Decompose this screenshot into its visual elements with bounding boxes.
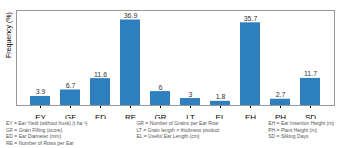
- svg-text:EH: EH: [245, 113, 256, 119]
- html-text:EY = Ear Yield (without husk): EY = Ear Yield (without husk) (t ha⁻¹): [6, 120, 88, 126]
- svg-text:3: 3: [189, 91, 193, 98]
- html-text:LT = Grain length × thickness: LT = Grain length × thickness product: [136, 126, 220, 133]
- html-text:GR = Number of Grains per Ear: GR = Number of Grains per Ear Row: [136, 120, 219, 126]
- html-text:GF = Grain Filling (score): GF = Grain Filling (score): [6, 126, 63, 133]
- svg-text:PH: PH: [275, 113, 286, 119]
- html-text:ED = Ear Diameter (mm): ED = Ear Diameter (mm): [6, 133, 62, 139]
- svg-text:Frequency (%): Frequency (%): [5, 12, 13, 58]
- svg-text:11.6: 11.6: [94, 71, 107, 78]
- svg-text:3.9: 3.9: [36, 88, 46, 95]
- svg-text:GF: GF: [65, 113, 76, 119]
- html-text:SD = Silking Days: SD = Silking Days: [268, 133, 309, 139]
- svg-text:2.7: 2.7: [276, 91, 286, 98]
- svg-text:GR: GR: [155, 113, 167, 119]
- svg-text:SD: SD: [305, 113, 316, 119]
- svg-text:RE: RE: [125, 113, 136, 119]
- svg-text:35.7: 35.7: [244, 15, 258, 22]
- svg-text:ED: ED: [95, 113, 106, 119]
- svg-text:LT: LT: [186, 113, 195, 119]
- svg-text:11.7: 11.7: [304, 70, 317, 77]
- svg-text:1.8: 1.8: [216, 93, 226, 100]
- svg-text:EY: EY: [35, 113, 46, 119]
- html-text:EL = Useful Ear Length (cm): EL = Useful Ear Length (cm): [136, 133, 200, 139]
- html-text:RE = Number of Rows per Ear: RE = Number of Rows per Ear: [6, 139, 74, 146]
- svg-text:36.9: 36.9: [124, 12, 138, 19]
- svg-text:EL: EL: [216, 113, 226, 119]
- html-text:EH = Ear Insertion Height (m): EH = Ear Insertion Height (m): [268, 120, 334, 126]
- html-text:PH = Plant Height (m): PH = Plant Height (m): [268, 126, 317, 133]
- svg-text:6.7: 6.7: [66, 82, 76, 89]
- svg-text:6: 6: [159, 84, 163, 91]
